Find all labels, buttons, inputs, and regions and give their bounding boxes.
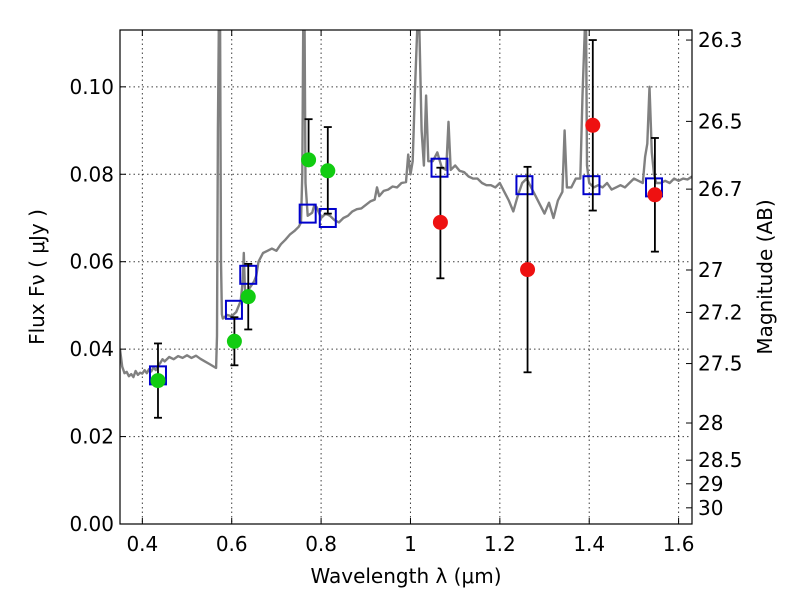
- right-tick-label: 26.7: [698, 177, 743, 201]
- right-tick-label: 27.2: [698, 300, 743, 324]
- right-tick-label: 27.5: [698, 352, 743, 376]
- right-tick-label: 30: [698, 496, 723, 520]
- data-point-green: [240, 289, 256, 305]
- right-tick-label: 28: [698, 411, 723, 435]
- y-tick-label: 0.02: [69, 425, 114, 449]
- y-tick-label: 0.00: [69, 512, 114, 536]
- x-tick-label: 1.4: [573, 532, 605, 556]
- y-tick-label: 0.04: [69, 337, 114, 361]
- right-axis-label: Magnitude (AB): [753, 199, 777, 354]
- y-tick-label: 0.10: [69, 75, 114, 99]
- x-tick-label: 0.4: [126, 532, 158, 556]
- model-photometry-square: [582, 175, 601, 196]
- x-tick-label: 0.6: [216, 532, 248, 556]
- data-point-green: [226, 333, 242, 349]
- x-tick-label: 1: [404, 532, 417, 556]
- model-spectrum-line: [120, 30, 692, 379]
- plot-frame: [119, 29, 693, 525]
- x-axis-label: Wavelength λ (μm): [310, 564, 501, 588]
- marker-layer: [148, 39, 664, 419]
- data-point-red: [432, 214, 448, 230]
- data-point-red: [520, 262, 536, 278]
- model-photometry-square: [298, 203, 317, 224]
- right-tick-label: 26.5: [698, 109, 743, 133]
- tick-layer: 0.4 0.6 0.8 1 1.2 1.4 1.6 0.00 0.02 0.04 0.06 0.08 0…: [69, 28, 742, 556]
- right-tick-label: 27: [698, 258, 723, 282]
- y-tick-label: 0.08: [69, 162, 114, 186]
- x-tick-label: 0.8: [305, 532, 337, 556]
- series-layer: [120, 30, 692, 379]
- data-point-red: [647, 187, 663, 203]
- y-tick-label: 0.06: [69, 250, 114, 274]
- model-photometry-square: [515, 175, 534, 196]
- right-tick-label: 29: [698, 472, 723, 496]
- right-tick-label: 28.5: [698, 448, 743, 472]
- right-tick-label: 26.3: [698, 28, 743, 52]
- data-point-red: [585, 117, 601, 133]
- data-point-green: [301, 152, 317, 168]
- data-point-green: [320, 163, 336, 179]
- data-point-green: [150, 373, 166, 389]
- plot-background: [120, 30, 692, 524]
- y-axis-label: Flux Fν ( μJy ): [25, 209, 49, 345]
- x-tick-label: 1.2: [484, 532, 516, 556]
- x-tick-label: 1.6: [663, 532, 695, 556]
